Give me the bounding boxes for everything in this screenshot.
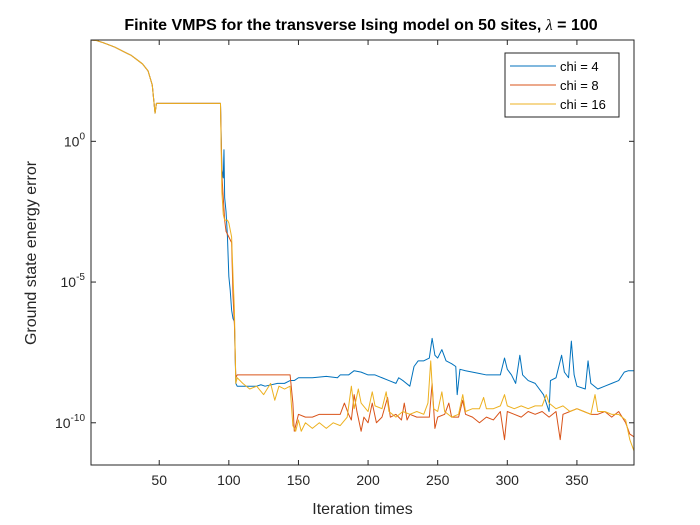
series-group <box>91 40 634 452</box>
y-tick-label--10: 10-10 <box>55 413 85 431</box>
x-tick-label-350: 350 <box>565 472 589 488</box>
x-tick-label-50: 50 <box>151 472 167 488</box>
legend-label-chi-8: chi = 8 <box>560 78 599 93</box>
chart-title-prefix: Finite VMPS for the transverse Ising mod… <box>124 17 545 34</box>
series-line-chi-16 <box>91 40 634 452</box>
legend-label-chi-4: chi = 4 <box>560 59 599 74</box>
x-axis-label: Iteration times <box>312 501 412 518</box>
legend: chi = 4 chi = 8 chi = 16 <box>504 52 620 118</box>
series-line-chi-4 <box>91 40 634 413</box>
x-tick-label-300: 300 <box>496 472 520 488</box>
y-tick-label-0: 100 <box>64 131 86 149</box>
chart-title: Finite VMPS for the transverse Ising mod… <box>124 17 597 34</box>
x-tick-label-200: 200 <box>356 472 380 488</box>
x-tick-label-250: 250 <box>426 472 450 488</box>
x-tick-label-100: 100 <box>217 472 241 488</box>
y-tick-label--5: 10-5 <box>61 272 86 290</box>
chart-title-symbol: λ <box>545 17 553 34</box>
ticks-group: 50 100 150 200 250 300 350 100 10-5 10-10 <box>55 40 634 488</box>
x-tick-label-150: 150 <box>287 472 311 488</box>
legend-label-chi-16: chi = 16 <box>560 97 606 112</box>
plot-frame <box>90 39 635 466</box>
y-axis-label: Ground state energy error <box>23 160 40 345</box>
chart-title-suffix: = 100 <box>553 17 598 34</box>
